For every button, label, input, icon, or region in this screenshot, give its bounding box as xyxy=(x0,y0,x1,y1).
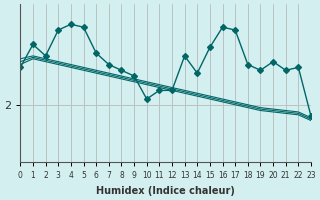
X-axis label: Humidex (Indice chaleur): Humidex (Indice chaleur) xyxy=(96,186,235,196)
